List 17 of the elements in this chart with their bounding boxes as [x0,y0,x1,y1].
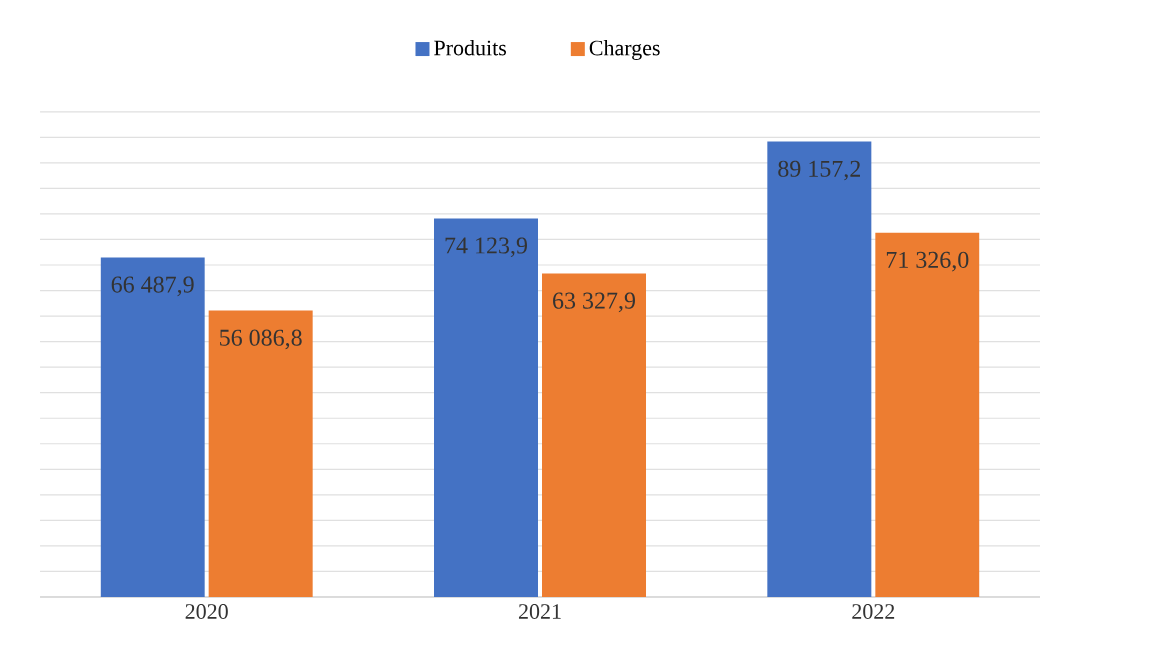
bar [434,218,538,597]
bar [208,310,313,597]
data-label: 71 326,0 [886,251,969,272]
bar [100,257,205,597]
x-tick-label: 2022 [852,604,895,619]
x-tick-label: 2020 [185,604,228,619]
x-tick-label: 2021 [518,604,561,619]
data-label: 63 327,9 [553,292,635,313]
data-label: 56 086,8 [220,329,302,350]
data-label: 74 123,9 [445,237,527,258]
data-label: 89 157,2 [778,160,860,181]
bar [542,273,647,597]
legend-label: Produits [434,39,507,56]
bar [875,232,980,597]
bar [767,141,872,597]
legend-label: Charges [589,39,660,60]
data-label: 66 487,9 [111,276,194,297]
